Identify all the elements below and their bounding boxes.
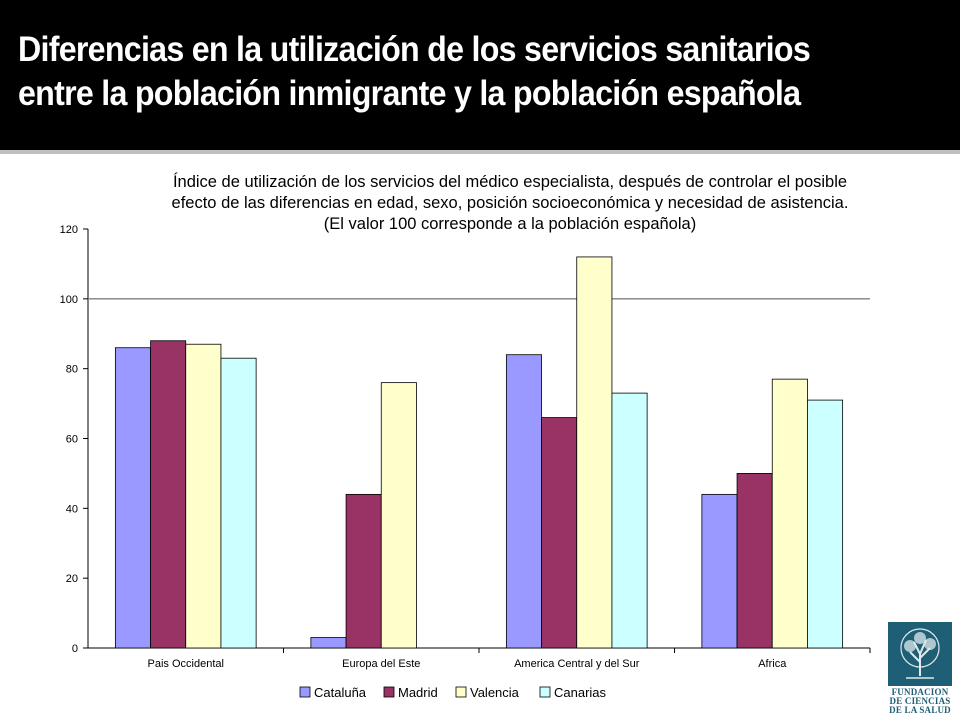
x-tick-label: Europa del Este — [342, 658, 420, 670]
legend-label: Madrid — [398, 685, 438, 700]
chart-title: Índice de utilización de los servicios d… — [110, 172, 910, 235]
y-tick-label: 120 — [60, 224, 78, 236]
legend-label: Canarias — [554, 685, 607, 700]
bar — [220, 357, 257, 649]
legend-swatch — [539, 686, 551, 698]
x-tick-label: Pais Occidental — [148, 658, 224, 670]
y-tick-label: 100 — [60, 294, 78, 306]
y-tick-label: 20 — [66, 573, 78, 585]
fundacion-logo: FUNDACION DE CIENCIAS DE LA SALUD — [888, 622, 952, 715]
chart-title-line: (El valor 100 corresponde a la población… — [323, 215, 697, 233]
bar — [541, 417, 578, 649]
logo-text-line: FUNDACION — [891, 687, 949, 697]
slide-title: Diferencias en la utilización de los ser… — [18, 30, 811, 113]
bar — [771, 378, 808, 649]
y-tick-label: 0 — [72, 643, 78, 655]
legend-label: Cataluña — [314, 685, 367, 700]
bar — [150, 340, 187, 649]
bar — [345, 493, 382, 649]
legend-swatch — [455, 686, 467, 698]
logo-text-line: DE CIENCIAS — [889, 696, 951, 706]
y-tick-label: 60 — [66, 434, 78, 446]
x-tick-label: America Central y del Sur — [514, 658, 640, 670]
bar — [310, 637, 347, 649]
legend-label: Valencia — [470, 685, 520, 700]
legend-swatch — [299, 686, 311, 698]
legend-swatch — [383, 686, 395, 698]
title-bar — [0, 0, 960, 150]
chart-title-line: Índice de utilización de los servicios d… — [172, 173, 848, 191]
bar — [807, 399, 844, 649]
bar — [576, 256, 613, 649]
bar — [611, 392, 648, 649]
y-tick-label: 40 — [66, 503, 78, 515]
logo-text-line: DE LA SALUD — [889, 705, 951, 715]
tree-logo-icon — [888, 622, 952, 686]
chart-title-line: efecto de las diferencias en edad, sexo,… — [171, 194, 849, 212]
bar — [736, 473, 773, 649]
bar — [114, 347, 151, 649]
bar — [505, 354, 542, 649]
bar — [185, 343, 222, 649]
bar — [380, 382, 417, 649]
x-tick-label: Africa — [758, 658, 787, 670]
title-divider — [0, 150, 960, 154]
bar — [701, 493, 738, 649]
y-tick-label: 80 — [66, 364, 78, 376]
